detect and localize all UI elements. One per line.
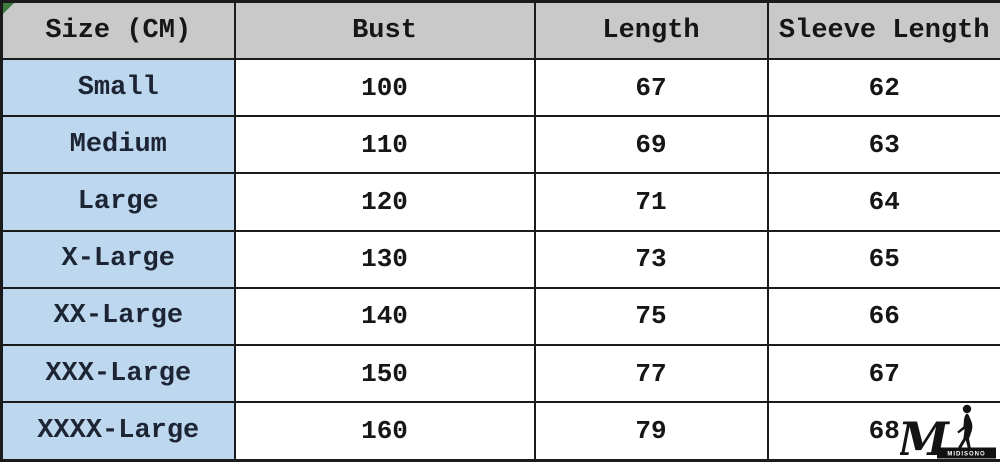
sleeve-length-cell: 65 xyxy=(766,229,1000,289)
sleeve-length-cell: 66 xyxy=(766,286,1000,347)
length-cell: 69 xyxy=(533,115,769,175)
length-cell: 71 xyxy=(533,172,769,232)
sleeve-length-cell: 67 xyxy=(766,344,1000,404)
bust-cell: 120 xyxy=(233,172,536,232)
size-cell: XX-Large xyxy=(0,286,236,347)
table-row: XXXX-Large 160 79 68 xyxy=(0,401,1000,462)
sleeve-length-cell: 64 xyxy=(766,172,1000,232)
length-cell: 67 xyxy=(533,57,769,118)
bust-cell: 130 xyxy=(233,229,536,289)
bust-cell: 160 xyxy=(233,401,536,462)
table-row: Small 100 67 62 xyxy=(0,57,1000,118)
size-cell: XXX-Large xyxy=(0,344,236,404)
table-row: Medium 110 69 63 xyxy=(0,115,1000,175)
header-cell-size: Size (CM) xyxy=(0,0,236,60)
bust-cell: 140 xyxy=(233,286,536,347)
size-cell: Large xyxy=(0,172,236,232)
sleeve-length-cell: 62 xyxy=(766,57,1000,118)
header-label: Size (CM) xyxy=(45,15,192,46)
table-row: XX-Large 140 75 66 xyxy=(0,286,1000,347)
table-row: Large 120 71 64 xyxy=(0,172,1000,232)
size-cell: Small xyxy=(0,57,236,118)
length-cell: 73 xyxy=(533,229,769,289)
length-cell: 75 xyxy=(533,286,769,347)
table-row: X-Large 130 73 65 xyxy=(0,229,1000,289)
size-cell: XXXX-Large xyxy=(0,401,236,462)
header-cell-sleeve-length: Sleeve Length xyxy=(766,0,1000,60)
bust-cell: 110 xyxy=(233,115,536,175)
cell-corner-marker-icon xyxy=(3,3,14,14)
sleeve-length-cell: 68 xyxy=(766,401,1000,462)
header-cell-length: Length xyxy=(533,0,769,60)
size-cell: Medium xyxy=(0,115,236,175)
size-cell: X-Large xyxy=(0,229,236,289)
header-cell-bust: Bust xyxy=(233,0,536,60)
header-row: Size (CM) Bust Length Sleeve Length xyxy=(0,0,1000,60)
bust-cell: 100 xyxy=(233,57,536,118)
bust-cell: 150 xyxy=(233,344,536,404)
length-cell: 77 xyxy=(533,344,769,404)
length-cell: 79 xyxy=(533,401,769,462)
table-row: XXX-Large 150 77 67 xyxy=(0,344,1000,404)
sleeve-length-cell: 63 xyxy=(766,115,1000,175)
